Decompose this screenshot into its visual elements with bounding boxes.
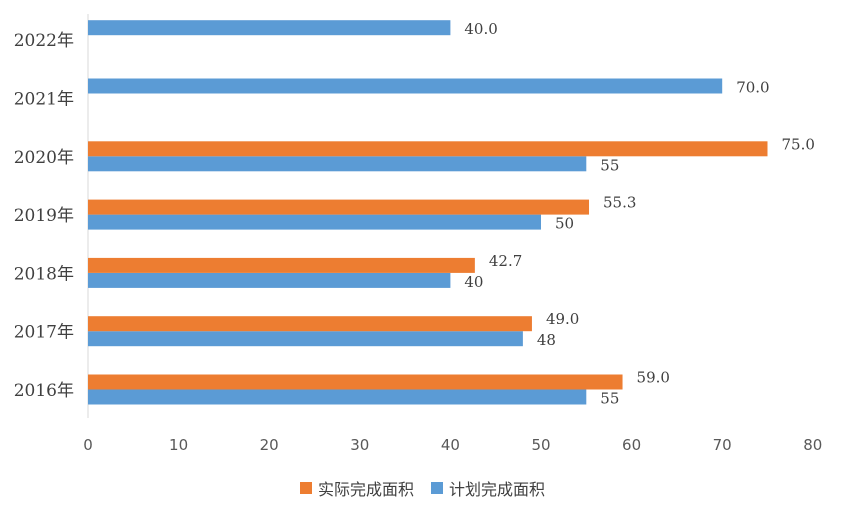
category-label: 2017年 xyxy=(14,323,74,343)
bar-actual xyxy=(88,316,532,332)
data-label-actual: 49.0 xyxy=(546,310,579,328)
x-tick-label: 10 xyxy=(169,436,188,454)
bar-planned xyxy=(88,20,451,36)
data-label-planned: 40 xyxy=(464,273,483,291)
x-tick-label: 70 xyxy=(713,436,732,454)
x-tick-label: 20 xyxy=(260,436,279,454)
legend-swatch-actual xyxy=(299,482,312,494)
x-tick-label: 40 xyxy=(441,436,460,454)
x-tick-label: 80 xyxy=(803,436,822,454)
bar-planned xyxy=(88,389,587,405)
data-label-planned: 50 xyxy=(555,215,574,233)
bar-actual xyxy=(88,374,623,390)
data-label-actual: 59.0 xyxy=(637,369,670,387)
legend-label-actual: 实际完成面积 xyxy=(317,480,414,499)
category-label: 2022年 xyxy=(14,31,74,51)
bar-actual xyxy=(88,141,768,157)
bar-planned xyxy=(88,272,451,288)
legend-item-actual: 实际完成面积 xyxy=(299,476,414,500)
data-label-planned: 70.0 xyxy=(736,79,769,97)
data-label-actual: 55.3 xyxy=(603,194,636,212)
legend-swatch-planned xyxy=(431,482,444,494)
category-label: 2019年 xyxy=(14,206,74,226)
x-tick-label: 50 xyxy=(531,436,550,454)
category-label: 2018年 xyxy=(14,264,74,284)
bar-planned xyxy=(88,156,587,172)
data-label-planned: 55 xyxy=(600,390,619,408)
x-tick-label: 60 xyxy=(622,436,641,454)
bar-planned xyxy=(88,214,541,230)
legend-item-planned: 计划完成面积 xyxy=(431,476,545,500)
bar-planned xyxy=(88,331,523,347)
category-label: 2016年 xyxy=(14,381,74,401)
x-tick-label: 30 xyxy=(350,436,369,454)
data-label-planned: 55 xyxy=(600,156,619,174)
x-tick-label: 0 xyxy=(83,436,93,454)
data-label-planned: 40.0 xyxy=(464,20,497,38)
bar-planned xyxy=(88,78,723,94)
legend: 实际完成面积 计划完成面积 xyxy=(0,476,845,500)
category-label: 2021年 xyxy=(14,90,74,110)
data-label-actual: 42.7 xyxy=(489,252,522,270)
bar-actual xyxy=(88,199,590,215)
category-label: 2020年 xyxy=(14,148,74,168)
bar-actual xyxy=(88,257,475,273)
data-label-planned: 48 xyxy=(537,331,556,349)
legend-label-planned: 计划完成面积 xyxy=(449,480,546,499)
data-label-actual: 75.0 xyxy=(782,135,815,153)
